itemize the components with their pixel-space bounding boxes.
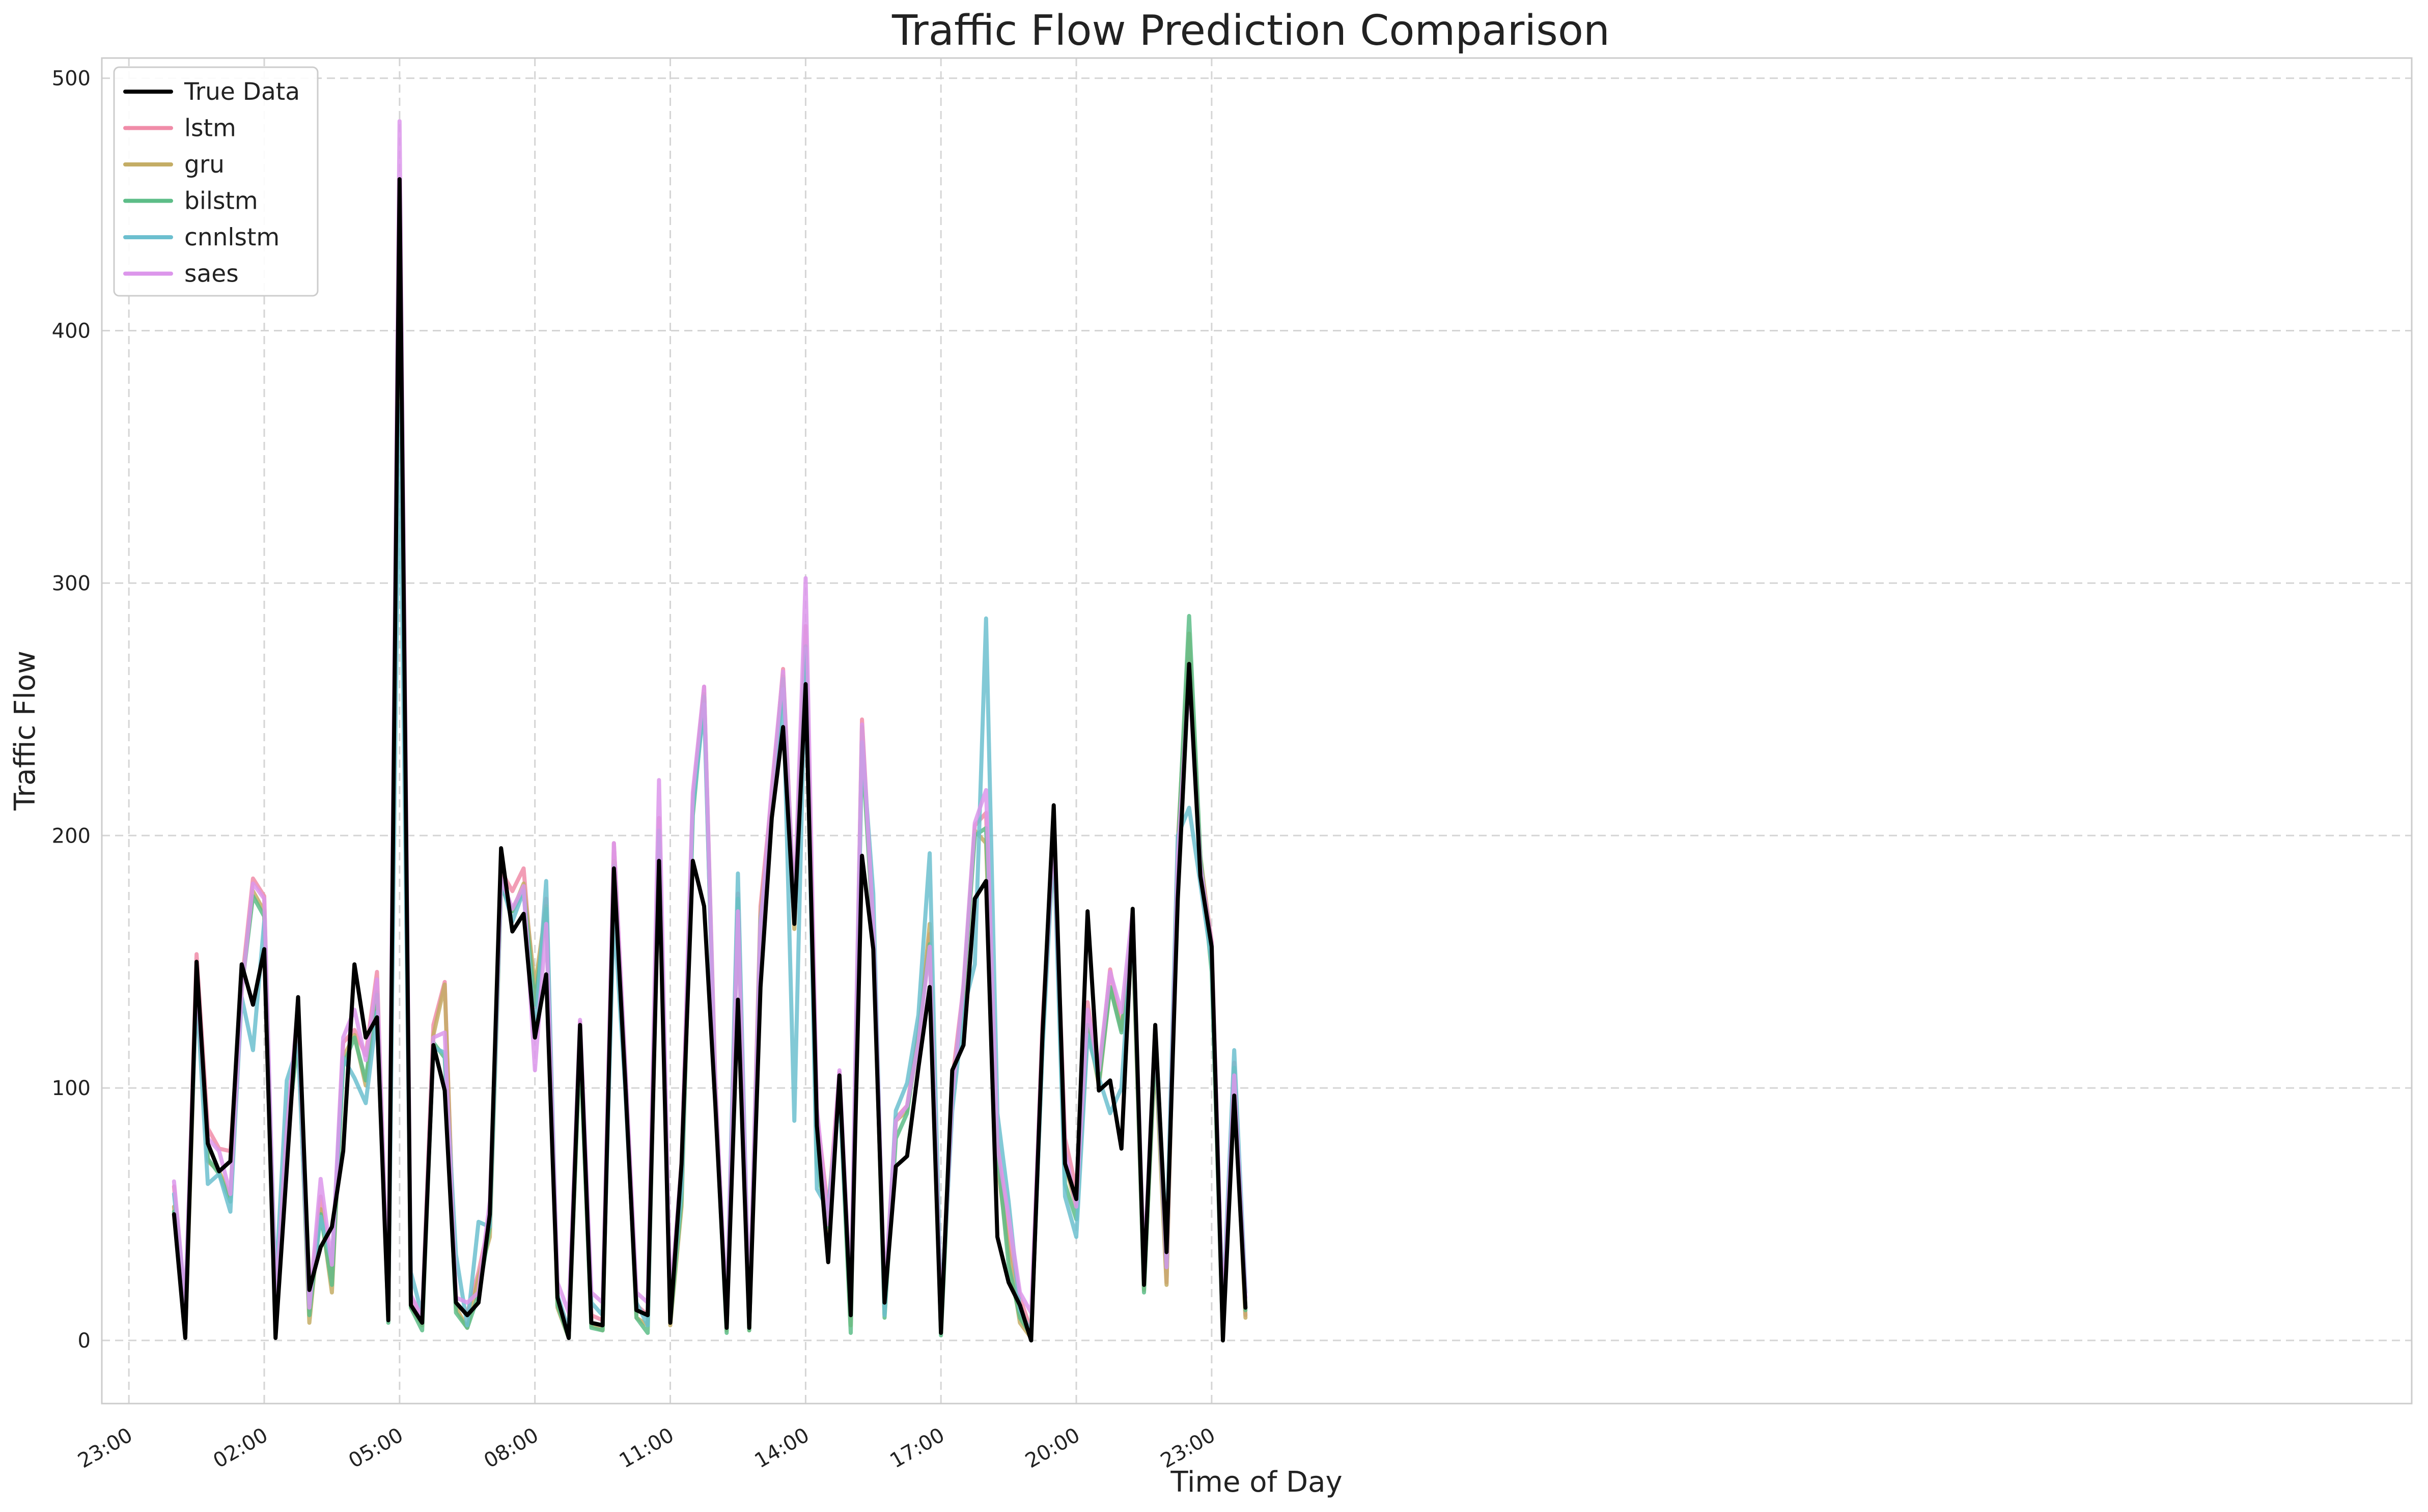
legend-label: saes <box>184 260 239 288</box>
legend-label: cnnlstm <box>184 223 280 251</box>
x-tick-label: 02:00 <box>209 1423 272 1473</box>
series-line-bilstm <box>172 187 1248 1340</box>
x-axis-label: Time of Day <box>1170 1466 1342 1499</box>
x-tick-label: 23:00 <box>74 1423 136 1473</box>
series-layer <box>172 119 1248 1342</box>
y-tick-label: 300 <box>52 572 91 595</box>
plot-frame <box>101 57 2413 1405</box>
y-tick-label: 500 <box>52 67 91 91</box>
chart-title: Traffic Flow Prediction Comparison <box>891 7 1610 55</box>
y-tick-label: 100 <box>52 1077 91 1100</box>
series-line-gru <box>172 182 1248 1340</box>
legend-label: gru <box>184 151 225 179</box>
y-tick-label: 200 <box>52 824 91 848</box>
y-axis-ticks: 0 100 200 300 400 500 <box>52 67 91 1353</box>
legend-label: True Data <box>184 78 300 106</box>
x-tick-label: 20:00 <box>1021 1423 1084 1473</box>
x-tick-label: 14:00 <box>751 1423 814 1473</box>
legend: True Data lstm gru bilstm cnnlstm saes <box>113 66 319 297</box>
legend-label: bilstm <box>184 187 258 215</box>
y-tick-label: 400 <box>52 320 91 343</box>
x-tick-label: 08:00 <box>480 1423 543 1473</box>
x-tick-label: 11:00 <box>616 1423 678 1473</box>
x-tick-label: 17:00 <box>886 1423 948 1473</box>
y-axis-label: Traffic Flow <box>9 651 42 811</box>
series-line-lstm <box>172 177 1248 1333</box>
x-tick-label: 05:00 <box>345 1423 407 1473</box>
y-tick-label: 0 <box>78 1329 91 1353</box>
series-line-true-data <box>172 177 1248 1342</box>
series-line-saes <box>172 119 1248 1323</box>
grid-lines <box>102 58 2412 1404</box>
legend-label: lstm <box>184 115 236 143</box>
x-axis-ticks: 23:00 02:00 05:00 08:00 11:00 14:00 17:00 20:00… <box>74 1423 1219 1473</box>
